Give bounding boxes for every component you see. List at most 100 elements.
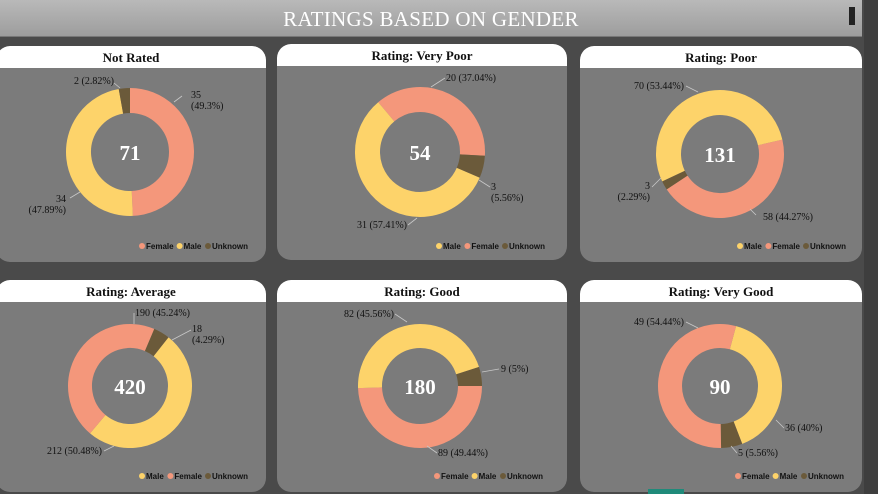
center-total: 420 (114, 375, 146, 399)
label-leader-line (173, 95, 183, 103)
chart-panel-not-rated: Not Rated 35 (49.3%) 34 (47.89%) 2 (2.82%) 71 F… (0, 46, 266, 262)
chart-legend: Male Female Unknown (737, 242, 846, 251)
donut-chart: 18 (4.29%) 212 (50.48%) 190 (45.24%) 420 Male… (47, 308, 248, 481)
data-label-unknown: 2 (2.82%) (74, 76, 114, 87)
page-title: RATINGS BASED ON GENDER (0, 0, 862, 37)
slice-male[interactable] (90, 337, 192, 448)
slice-female[interactable] (666, 139, 784, 218)
legend-label-male: Male (184, 242, 202, 251)
data-label-male: 70 (53.44%) (634, 81, 684, 92)
legend-swatch-female (464, 243, 471, 249)
slice-unknown[interactable] (720, 421, 743, 448)
chart-legend: Female Male Unknown (735, 472, 844, 481)
legend-label-unknown: Unknown (507, 472, 543, 481)
label-leader-line (651, 176, 663, 188)
scroll-handle[interactable] (849, 7, 855, 25)
slice-male[interactable] (729, 326, 782, 444)
data-label-male: 82 (45.56%) (344, 309, 394, 320)
legend-label-unknown: Unknown (509, 242, 545, 251)
legend-swatch-unknown (803, 243, 809, 249)
legend-swatch-female (434, 473, 440, 479)
legend-label-unknown: Unknown (810, 242, 846, 251)
legend-label-unknown: Unknown (808, 472, 844, 481)
slice-female[interactable] (68, 324, 155, 434)
legend-swatch-male (176, 243, 183, 249)
slice-unknown[interactable] (118, 88, 131, 114)
label-leader-line (69, 191, 81, 199)
label-leader-line (685, 85, 699, 93)
label-leader-line (103, 445, 115, 452)
legend-label-male: Male (780, 472, 798, 481)
data-label-unknown: 3 (5.56%) (491, 182, 524, 204)
slice-unknown[interactable] (456, 153, 485, 178)
label-leader-line (430, 77, 446, 88)
slice-female[interactable] (658, 324, 737, 448)
legend-label-unknown: Unknown (212, 242, 248, 251)
legend-label-female: Female (742, 472, 770, 481)
label-leader-line (685, 321, 699, 329)
legend-swatch-unknown (502, 243, 508, 249)
donut-chart: 36 (40%) 5 (5.56%) 49 (54.44%) 90 Female Male… (634, 317, 844, 481)
chart-title: Rating: Poor (580, 46, 862, 68)
label-leader-line (730, 445, 738, 454)
chart-title: Rating: Very Poor (277, 44, 567, 66)
donut-chart: 58 (44.27%) 3 (2.29%) 70 (53.44%) 131 Male Fem… (618, 81, 847, 251)
slice-unknown[interactable] (456, 366, 482, 387)
legend-label-female: Female (146, 242, 174, 251)
legend-swatch-male (772, 473, 779, 479)
legend-swatch-female (765, 243, 772, 249)
donut-chart: 35 (49.3%) 34 (47.89%) 2 (2.82%) 71 Female Male… (29, 76, 249, 251)
slice-male[interactable] (358, 324, 479, 389)
legend-swatch-male (139, 473, 145, 479)
chart-panel-good: Rating: Good 9 (5%) 89 (49.44%) 82 (45.56%)… (277, 280, 567, 492)
legend-swatch-female (735, 473, 741, 479)
center-total: 71 (120, 141, 141, 165)
legend-label-male: Male (443, 242, 461, 251)
slice-male[interactable] (355, 102, 480, 217)
data-label-female: 58 (44.27%) (763, 212, 813, 223)
slice-male[interactable] (66, 89, 133, 216)
slice-male[interactable] (656, 90, 783, 182)
data-label-unknown: 18 (4.29%) (192, 324, 225, 346)
label-leader-line (481, 368, 500, 373)
chart-panel-very-poor: Rating: Very Poor 20 (37.04%) 3 (5.56%) 31 (… (277, 44, 567, 260)
chart-title: Rating: Average (0, 280, 266, 302)
data-label-female: 20 (37.04%) (446, 73, 496, 84)
label-leader-line (394, 313, 408, 323)
label-leader-line (171, 329, 192, 341)
data-label-female: 89 (49.44%) (438, 448, 488, 459)
page-indicator[interactable] (648, 489, 684, 494)
label-leader-line (407, 217, 418, 226)
center-total: 131 (704, 143, 736, 167)
center-total: 180 (404, 375, 436, 399)
chart-title: Rating: Very Good (580, 280, 862, 302)
slice-female[interactable] (358, 385, 482, 448)
legend-swatch-male (737, 243, 743, 249)
legend-swatch-female (139, 243, 145, 249)
legend-swatch-male (471, 473, 478, 479)
chart-panel-poor: Rating: Poor 58 (44.27%) 3 (2.29%) 70 (53.44… (580, 46, 862, 262)
data-label-unknown: 5 (5.56%) (738, 448, 778, 459)
legend-swatch-unknown (205, 473, 211, 479)
slice-unknown[interactable] (144, 328, 169, 357)
center-total: 90 (710, 375, 731, 399)
legend-label-male: Male (479, 472, 497, 481)
chart-legend: Male Female Unknown (436, 242, 545, 251)
scrollbar-track[interactable] (864, 0, 878, 494)
center-total: 54 (410, 141, 432, 165)
legend-label-unknown: Unknown (212, 472, 248, 481)
data-label-female: 49 (54.44%) (634, 317, 684, 328)
data-label-unknown: 9 (5%) (501, 364, 529, 375)
slice-female[interactable] (129, 88, 194, 216)
label-leader-line (749, 208, 757, 216)
legend-label-male: Male (146, 472, 164, 481)
chart-legend: Female Male Unknown (139, 242, 248, 251)
data-label-female: 35 (49.3%) (191, 90, 224, 112)
donut-chart: 9 (5%) 89 (49.44%) 82 (45.56%) 180 Female Mal… (344, 309, 543, 481)
label-leader-line (426, 445, 438, 454)
slice-unknown[interactable] (662, 170, 688, 190)
legend-label-female: Female (174, 472, 202, 481)
label-leader-line (775, 419, 785, 429)
slice-female[interactable] (378, 87, 485, 156)
legend-swatch-unknown (205, 243, 211, 249)
